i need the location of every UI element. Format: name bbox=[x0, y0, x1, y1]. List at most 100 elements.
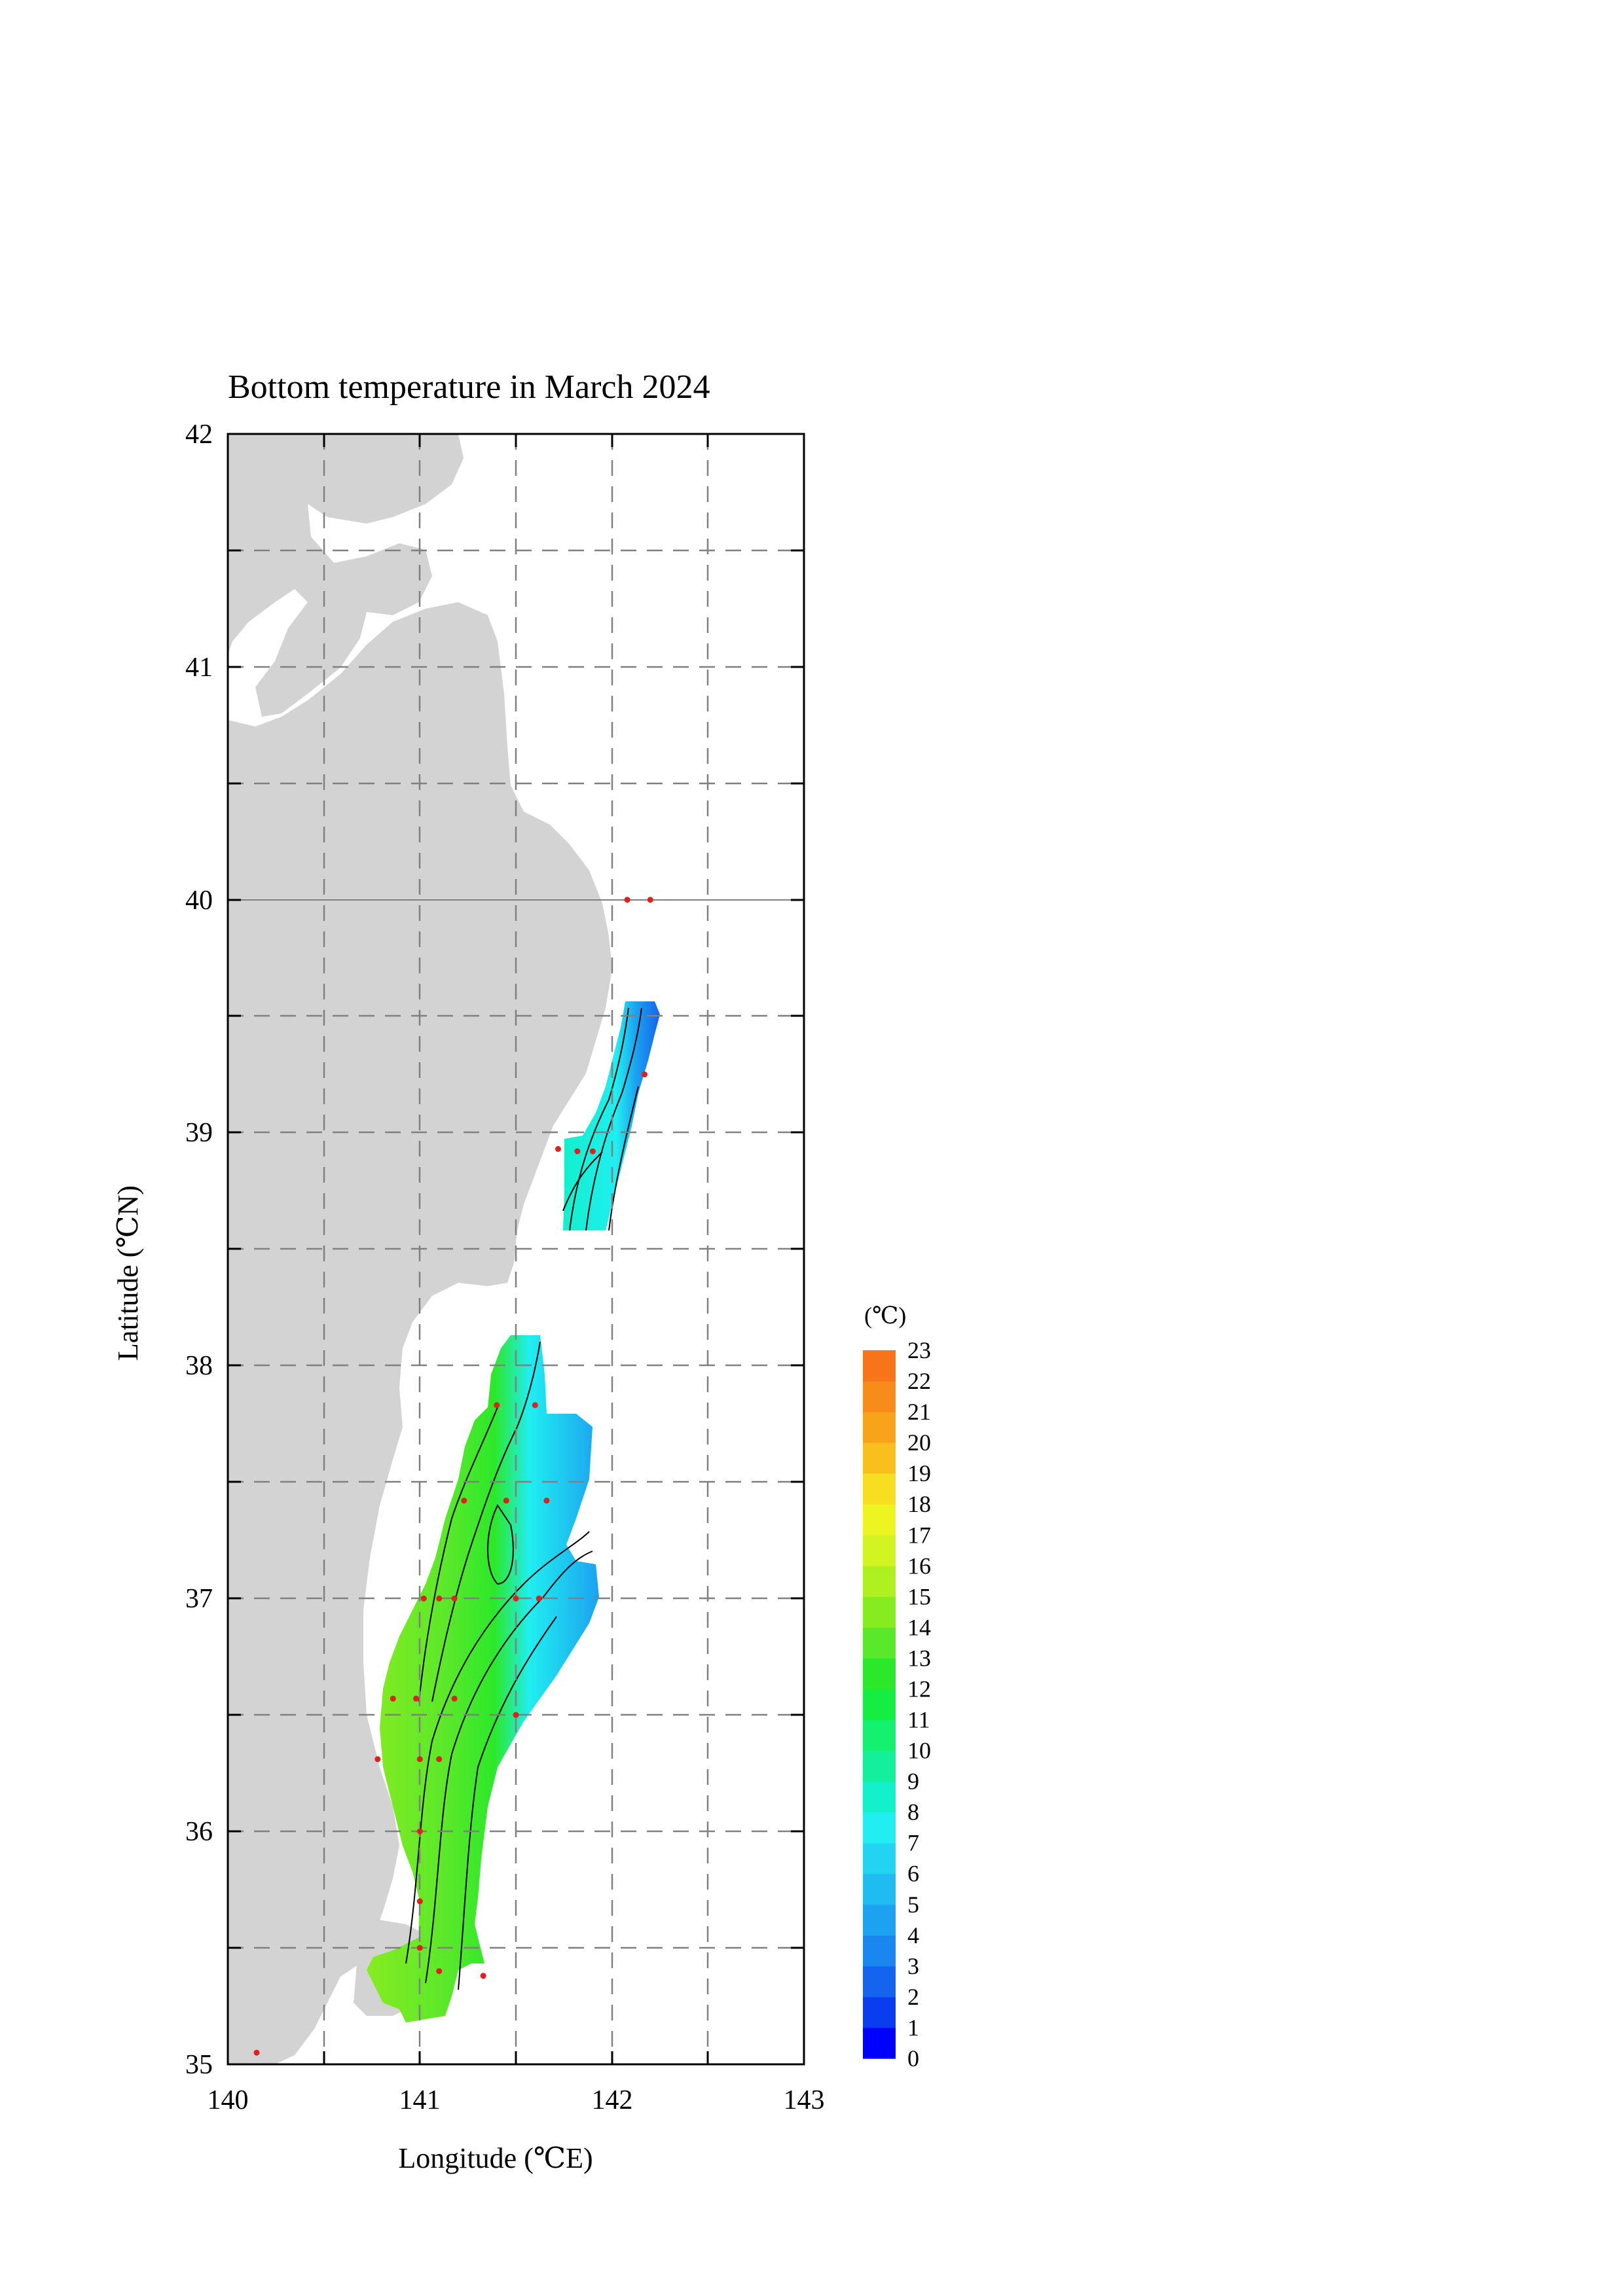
station-marker bbox=[451, 1695, 458, 1702]
station-marker bbox=[624, 897, 630, 903]
colorbar-tick-label: 1 bbox=[907, 2015, 919, 2041]
colorbar-tick-label: 12 bbox=[907, 1676, 931, 1702]
colorbar-segment bbox=[863, 2028, 896, 2059]
colorbar-segment bbox=[863, 1412, 896, 1443]
station-marker bbox=[574, 1148, 581, 1155]
y-tick-label: 39 bbox=[185, 1118, 213, 1148]
station-marker bbox=[374, 1756, 381, 1763]
station-marker bbox=[451, 1595, 458, 1602]
station-marker bbox=[532, 1402, 538, 1408]
station-marker bbox=[436, 1968, 443, 1975]
station-marker bbox=[589, 1148, 596, 1155]
colorbar-segment bbox=[863, 1750, 896, 1782]
y-tick-labels: 35 36 37 38 39 40 41 42 bbox=[185, 420, 213, 2080]
colorbar-segment bbox=[863, 1504, 896, 1535]
station-marker bbox=[543, 1498, 550, 1504]
x-tick-labels: 140 141 142 143 bbox=[208, 2085, 825, 2115]
y-tick-label: 40 bbox=[185, 886, 213, 916]
colorbar-segment bbox=[863, 1350, 896, 1382]
colorbar-segment bbox=[863, 1381, 896, 1412]
colorbar-segment bbox=[863, 1842, 896, 1874]
colorbar-tick-label: 4 bbox=[907, 1922, 919, 1948]
colorbar-tick-label: 6 bbox=[907, 1861, 919, 1887]
colorbar-tick-label: 18 bbox=[907, 1491, 931, 1517]
x-axis-label: Longitude (℃E) bbox=[398, 2142, 593, 2174]
colorbar-segment bbox=[863, 1535, 896, 1566]
map-title: Bottom temperature in March 2024 bbox=[228, 368, 710, 406]
station-marker bbox=[416, 1828, 423, 1835]
colorbar-tick-label: 21 bbox=[907, 1399, 931, 1425]
station-marker bbox=[416, 1756, 423, 1763]
colorbar-tick-label: 22 bbox=[907, 1368, 931, 1394]
colorbar-segment bbox=[863, 1443, 896, 1474]
colorbar-tick-label: 19 bbox=[907, 1460, 931, 1486]
station-marker bbox=[642, 1071, 647, 1078]
colorbar-segment bbox=[863, 1781, 896, 1813]
colorbar-segment bbox=[863, 1965, 896, 1998]
colorbar-tick-label: 16 bbox=[907, 1552, 931, 1579]
colorbar-tick-label: 17 bbox=[907, 1522, 931, 1548]
tick-marks bbox=[228, 434, 804, 2064]
y-axis-label: Latitude (℃N) bbox=[112, 1185, 144, 1361]
colorbar-tick-label: 10 bbox=[907, 1738, 931, 1764]
station-marker bbox=[555, 1146, 561, 1152]
station-marker bbox=[416, 1898, 423, 1905]
station-marker bbox=[536, 1595, 542, 1602]
colorbar-segment bbox=[863, 1658, 896, 1689]
colorbar-tick-label: 2 bbox=[907, 1984, 919, 2010]
station-marker bbox=[494, 1402, 500, 1408]
station-marker bbox=[413, 1695, 419, 1702]
station-marker bbox=[461, 1498, 467, 1504]
y-tick-label: 35 bbox=[185, 2050, 213, 2080]
colorbar-tick-label: 0 bbox=[907, 2045, 919, 2072]
colorbar-segment bbox=[863, 1566, 896, 1597]
colorbar-segment bbox=[863, 1996, 896, 2028]
colorbar-segment bbox=[863, 1473, 896, 1505]
y-tick-label: 36 bbox=[185, 1817, 213, 1847]
station-markers bbox=[253, 897, 653, 2056]
station-marker bbox=[513, 1712, 519, 1718]
colorbar-tick-label: 23 bbox=[907, 1337, 931, 1363]
station-marker bbox=[436, 1595, 443, 1602]
colorbar-segment bbox=[863, 1812, 896, 1844]
colorbar-tick-label: 11 bbox=[907, 1707, 930, 1733]
y-tick-label: 38 bbox=[185, 1351, 213, 1381]
colorbar-segment bbox=[863, 1873, 896, 1905]
x-tick-label: 143 bbox=[784, 2085, 825, 2115]
colorbar-tick-label: 9 bbox=[907, 1768, 919, 1795]
y-tick-label: 41 bbox=[185, 653, 213, 683]
colorbar bbox=[863, 1350, 896, 2059]
station-marker bbox=[253, 2049, 260, 2056]
x-tick-label: 142 bbox=[592, 2085, 633, 2115]
station-marker bbox=[436, 1756, 443, 1763]
y-tick-label: 37 bbox=[185, 1584, 213, 1614]
station-marker bbox=[480, 1973, 486, 1979]
x-tick-label: 140 bbox=[208, 2085, 249, 2115]
colorbar-tick-label: 20 bbox=[907, 1429, 931, 1456]
land-honshu bbox=[228, 434, 464, 717]
colorbar-tick-label: 14 bbox=[907, 1614, 931, 1640]
colorbar-segment bbox=[863, 1627, 896, 1659]
station-marker bbox=[513, 1595, 519, 1602]
graticule-grid bbox=[228, 434, 804, 2064]
station-marker bbox=[647, 897, 653, 903]
colorbar-segment bbox=[863, 1904, 896, 1936]
colorbar-tick-label: 5 bbox=[907, 1892, 919, 1918]
station-marker bbox=[390, 1695, 396, 1702]
station-marker bbox=[416, 1945, 423, 1951]
isotherm-contours bbox=[405, 1007, 642, 1990]
colorbar-tick-label: 8 bbox=[907, 1799, 919, 1825]
y-tick-label: 42 bbox=[185, 420, 213, 450]
colorbar-tick-label: 7 bbox=[907, 1830, 919, 1856]
colorbar-unit: (℃) bbox=[864, 1302, 906, 1329]
x-tick-label: 141 bbox=[399, 2085, 441, 2115]
station-marker bbox=[503, 1498, 509, 1504]
colorbar-segment bbox=[863, 1596, 896, 1628]
colorbar-segment bbox=[863, 1689, 896, 1721]
station-marker bbox=[420, 1595, 427, 1602]
colorbar-tick-label: 13 bbox=[907, 1645, 931, 1671]
colorbar-segment bbox=[863, 1719, 896, 1751]
colorbar-tick-label: 15 bbox=[907, 1583, 931, 1609]
